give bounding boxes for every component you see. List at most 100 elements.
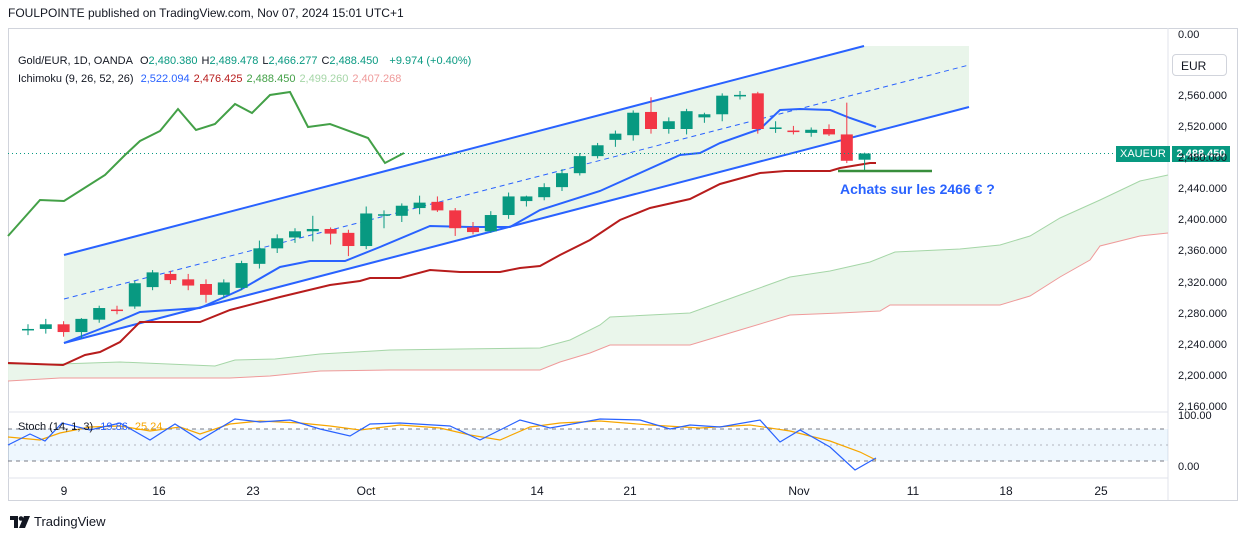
candle-body [111,309,123,312]
ichimoku-legend: Ichimoku (9, 26, 52, 26) 2,522.094 2,476.… [18,73,409,85]
time-tick: 23 [246,484,260,498]
candle-body [253,248,266,264]
stoch-d-value: 25.24 [134,421,163,433]
symbol-name: Gold/EUR, 1D, OANDA [18,55,133,67]
candle-body [395,205,408,216]
candle-body [289,231,301,238]
time-tick: Nov [788,484,810,498]
candle-body [128,283,141,307]
price-tick: 2,360.000 [1178,245,1227,257]
channel-upper-line [63,45,865,256]
candle-body [680,111,693,129]
stoch-label: Stoch (14, 1, 3) [18,421,94,433]
price-tick: 0.00 [1178,29,1200,41]
ichimoku-cloud [8,175,1168,381]
change-value: +9.974 (+0.40%) [389,55,472,67]
ichimoku-label: Ichimoku (9, 26, 52, 26) [18,73,134,85]
ohlc-o: O2,480.380 [139,55,198,67]
ohlc-values: O2,480.380 H2,489.478 L2,466.277 C2,488.450 [140,55,382,67]
symbol-legend: Gold/EUR, 1D, OANDA O2,480.380 H2,489.478… [18,55,475,67]
candle-body [556,173,568,188]
price-tick: 2,280.000 [1178,308,1227,320]
candle-body [235,263,248,288]
price-tick: 2,240.000 [1178,339,1227,351]
candle-body [609,133,622,140]
price-tick: 2,440.000 [1178,183,1227,195]
time-tick: 18 [999,484,1013,498]
price-tick: 2,520.000 [1178,121,1227,133]
price-tick: 2,400.000 [1178,214,1227,226]
symbol-price-tag: XAUEUR [1116,146,1170,162]
candle-body [431,201,444,211]
time-tick: 14 [530,484,544,498]
last-price-tag: 2,488.450 [1172,146,1230,162]
candle-body [182,279,195,286]
time-tick: Oct [356,484,376,498]
price-tick: 2,480.000 [1178,152,1227,164]
time-tick: 25 [1094,484,1108,498]
chikou-span-line [7,90,405,237]
candle-body [271,238,284,249]
ohlc-c: C2,488.450 [321,55,379,67]
stoch-k-value: 19.86 [100,421,128,433]
candle-body [146,272,159,288]
kijun-sen-line [7,162,876,367]
candle-body [734,94,746,97]
candle-body [324,228,337,234]
price-tick: 2,160.000 [1178,401,1227,413]
price-tick: 2,560.000 [1178,90,1227,102]
tenkan-sen-line [63,107,877,344]
time-tick: 11 [906,484,920,498]
candle-body [22,328,34,331]
time-tick: 16 [152,484,166,498]
candle-body [751,93,764,129]
candle-body [306,228,319,232]
candle-body [57,324,70,333]
channel-median-line [63,64,970,300]
candle-body [698,114,711,118]
senkou-span-a-line [8,174,1169,367]
stoch-d-line [7,420,877,461]
candle-body [840,134,853,161]
time-tick: 21 [623,484,637,498]
candle-body [484,215,497,232]
candle-body [538,187,551,198]
price-tick: 2,320.000 [1178,277,1227,289]
candle-body [93,308,106,320]
tradingview-footer[interactable]: TradingView [10,514,106,529]
candle-body [378,214,390,216]
channel-fill [64,46,969,343]
ohlc-l: L2,466.277 [262,55,318,67]
stoch-k-line [7,418,877,471]
price-tick: 2,200.000 [1178,370,1227,382]
ichimoku-value-3: 2,499.260 [299,73,349,85]
stoch-tick: 100.00 [1178,410,1212,422]
candle-body [467,227,479,233]
candle-body [200,284,212,295]
candle-body [805,129,818,133]
candle-body [360,213,373,247]
chart-annotation: Achats sur les 2466 € ? [840,181,995,197]
ichimoku-value-0: 2,522.094 [140,73,190,85]
candle-body [75,318,88,333]
candle-body [823,129,835,135]
senkou-span-b-line [7,232,1169,382]
currency-selector[interactable]: EUR [1172,54,1227,76]
candle-body [627,112,640,136]
chart-frame [8,28,1238,501]
time-tick: 9 [60,484,68,498]
candle-body [217,282,230,295]
candle-body [716,95,729,115]
candle-body [662,121,675,129]
stoch-legend: Stoch (14, 1, 3) 19.86 25.24 [18,421,166,433]
candle-body [858,153,871,160]
stoch-tick: 0.00 [1178,461,1200,473]
candle-body [573,156,586,174]
candle-body [787,130,800,133]
candle-body [164,273,177,281]
channel-lower-line [63,106,970,344]
ichimoku-value-2: 2,488.450 [246,73,296,85]
candle-body [39,324,52,329]
tradingview-brand: TradingView [34,514,106,529]
